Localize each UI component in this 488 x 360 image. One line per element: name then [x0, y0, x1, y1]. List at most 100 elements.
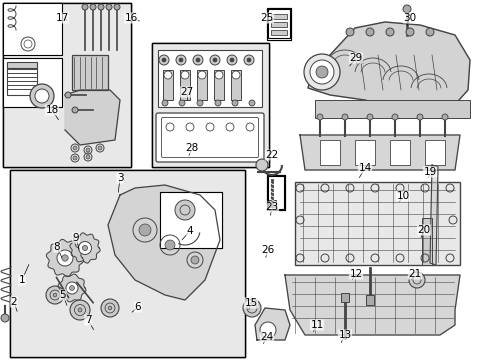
- Bar: [214, 70, 224, 100]
- Bar: [3, 3, 62, 55]
- Text: 12: 12: [348, 269, 362, 279]
- Text: 10: 10: [396, 191, 409, 201]
- Circle shape: [213, 58, 217, 62]
- Circle shape: [346, 28, 353, 36]
- Text: 7: 7: [84, 315, 91, 325]
- Bar: [3, 58, 62, 107]
- Bar: [158, 50, 262, 107]
- Text: 25: 25: [260, 13, 273, 23]
- Bar: [163, 70, 173, 100]
- Circle shape: [385, 28, 393, 36]
- Circle shape: [408, 272, 424, 288]
- Bar: [270, 30, 286, 35]
- Bar: [160, 192, 222, 248]
- Bar: [152, 43, 268, 167]
- Text: 22: 22: [265, 150, 278, 160]
- Bar: [267, 176, 284, 209]
- Circle shape: [246, 58, 250, 62]
- Circle shape: [366, 114, 372, 120]
- FancyBboxPatch shape: [156, 113, 264, 162]
- Circle shape: [106, 4, 112, 10]
- Bar: [365, 295, 373, 305]
- Circle shape: [65, 92, 71, 98]
- Text: 29: 29: [348, 53, 362, 63]
- Circle shape: [256, 159, 267, 171]
- Polygon shape: [299, 135, 459, 170]
- Circle shape: [193, 55, 203, 65]
- Circle shape: [197, 100, 203, 106]
- Text: 14: 14: [358, 163, 371, 173]
- Text: 17: 17: [55, 13, 68, 23]
- Bar: [267, 9, 289, 38]
- Text: 26: 26: [261, 245, 274, 255]
- Text: 15: 15: [244, 298, 257, 308]
- Bar: [266, 8, 290, 40]
- Polygon shape: [70, 233, 100, 263]
- Circle shape: [66, 282, 78, 294]
- Bar: [7, 63, 37, 95]
- Circle shape: [163, 71, 172, 79]
- Text: 3: 3: [117, 173, 123, 183]
- Circle shape: [57, 250, 73, 266]
- Circle shape: [425, 28, 433, 36]
- Circle shape: [82, 4, 88, 10]
- Polygon shape: [58, 274, 86, 302]
- Circle shape: [159, 55, 169, 65]
- Circle shape: [260, 322, 275, 338]
- Polygon shape: [108, 185, 220, 300]
- Text: 24: 24: [260, 332, 273, 342]
- Circle shape: [365, 28, 373, 36]
- Circle shape: [244, 55, 253, 65]
- Circle shape: [73, 156, 77, 160]
- Text: 16: 16: [124, 13, 137, 23]
- Circle shape: [315, 66, 327, 78]
- Circle shape: [90, 4, 96, 10]
- Text: 4: 4: [186, 226, 193, 236]
- Circle shape: [101, 299, 119, 317]
- Bar: [10, 170, 244, 357]
- Bar: [3, 3, 131, 167]
- Bar: [3, 58, 62, 107]
- Circle shape: [79, 242, 91, 255]
- Circle shape: [402, 5, 410, 13]
- Circle shape: [46, 286, 64, 304]
- Bar: [421, 218, 431, 265]
- Bar: [152, 43, 268, 167]
- Circle shape: [229, 58, 234, 62]
- Circle shape: [231, 71, 240, 79]
- Bar: [266, 175, 285, 210]
- Text: 13: 13: [338, 330, 351, 340]
- Bar: [270, 22, 286, 27]
- Bar: [230, 70, 241, 100]
- Text: 19: 19: [423, 167, 436, 177]
- Bar: [314, 100, 469, 118]
- Text: 28: 28: [185, 143, 198, 153]
- Circle shape: [181, 71, 189, 79]
- Circle shape: [61, 255, 68, 261]
- Bar: [72, 55, 108, 90]
- Circle shape: [162, 58, 165, 62]
- Bar: [266, 175, 285, 210]
- Text: 20: 20: [417, 225, 429, 235]
- Text: 11: 11: [310, 320, 323, 330]
- Circle shape: [78, 308, 82, 312]
- Circle shape: [162, 100, 168, 106]
- Text: 21: 21: [407, 269, 421, 279]
- Text: 2: 2: [11, 297, 17, 307]
- Circle shape: [73, 146, 77, 150]
- Bar: [197, 70, 206, 100]
- Circle shape: [82, 246, 87, 251]
- Bar: [160, 192, 222, 248]
- Circle shape: [35, 89, 49, 103]
- Text: 27: 27: [180, 87, 193, 97]
- Circle shape: [304, 54, 339, 90]
- Text: 8: 8: [54, 242, 60, 252]
- Circle shape: [191, 256, 199, 264]
- Circle shape: [86, 155, 90, 159]
- Circle shape: [176, 55, 185, 65]
- Circle shape: [231, 100, 238, 106]
- Circle shape: [215, 100, 221, 106]
- Bar: [319, 140, 339, 165]
- Circle shape: [86, 148, 90, 152]
- Polygon shape: [46, 239, 83, 276]
